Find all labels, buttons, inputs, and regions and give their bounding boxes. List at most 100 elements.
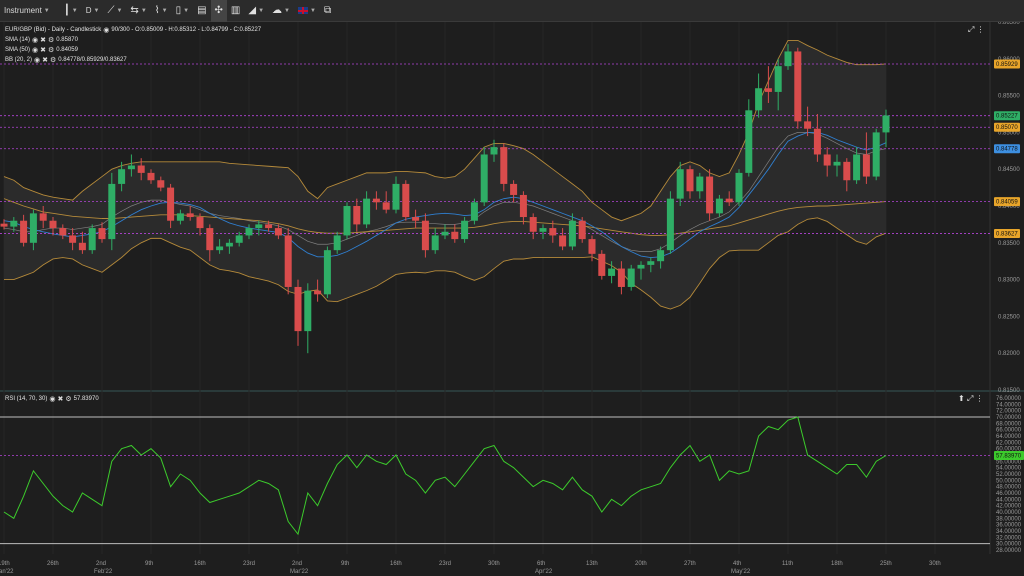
rsi-tick-label: 52.00000: [996, 472, 1022, 478]
gear-icon[interactable]: ⚙: [50, 57, 57, 64]
eye-icon[interactable]: ◉: [34, 57, 41, 64]
time-tick-label: 23rd: [439, 561, 451, 567]
instrument-selector[interactable]: Instrument ▼: [0, 0, 54, 22]
candle-body: [588, 239, 596, 254]
expand-icon[interactable]: ⤢: [966, 394, 974, 403]
candle-body: [647, 261, 655, 265]
candle-body: [382, 202, 390, 210]
price-tick-label: 0.82500: [998, 314, 1020, 320]
candle-body: [598, 253, 606, 276]
time-tick-label: 16th: [390, 561, 402, 567]
candle: [98, 222, 106, 243]
rsi-tick-label: 32.00000: [996, 535, 1022, 541]
price-badge-label: 0.85929: [996, 62, 1018, 68]
rsi-tick-label: 30.00000: [996, 542, 1022, 548]
time-tick-label: 30th: [488, 561, 500, 567]
candle: [735, 169, 743, 206]
settings-dots-icon[interactable]: ⋮: [975, 394, 984, 403]
price-tick-label: 0.84000: [998, 204, 1020, 210]
candle: [196, 213, 204, 236]
draw-tools-button[interactable]: ◢ ▼: [244, 0, 268, 22]
trash-button[interactable]: ▯ ▼: [172, 0, 193, 22]
candle-type-icon: ┃: [63, 5, 70, 16]
candle: [402, 180, 410, 221]
legend-sma50: SMA (50) ◉ ✖ ⚙ 0.84059: [5, 46, 78, 54]
candle-body: [608, 268, 616, 276]
time-tick-label: 27th: [684, 561, 696, 567]
time-tick-label: 20th: [635, 561, 647, 567]
eye-icon[interactable]: ◉: [32, 37, 39, 44]
gear-icon[interactable]: ⚙: [48, 47, 55, 54]
candle: [588, 235, 596, 262]
gear-icon[interactable]: ⚙: [48, 37, 55, 44]
drawing-button[interactable]: ⟋ ▼: [103, 0, 126, 22]
candle-body: [568, 220, 576, 247]
candle-body: [402, 183, 410, 218]
price-tick-label: 0.82000: [998, 351, 1020, 357]
time-tick-label: 2nd: [96, 561, 106, 567]
indicators-button[interactable]: ⌇ ▼: [151, 0, 172, 22]
compare-button[interactable]: ⇆ ▼: [126, 0, 150, 22]
legend-main: EUR/GBP (Bid) - Daily - Candlestick ◉ 90…: [5, 26, 261, 34]
price-badge: [994, 197, 1020, 207]
candle-body: [706, 176, 714, 214]
candle-body: [245, 228, 253, 236]
popout-button[interactable]: ⧉: [320, 0, 335, 22]
legend-main-title: EUR/GBP (Bid) - Daily - Candlestick: [5, 27, 102, 33]
rsi-tick-label: 44.00000: [996, 497, 1022, 503]
timeframe-label: D: [85, 6, 92, 15]
candle-body: [127, 165, 135, 170]
settings-dots-icon[interactable]: ⋮: [976, 25, 985, 34]
gear-icon[interactable]: ⚙: [65, 396, 72, 403]
candle: [118, 161, 126, 192]
candle-body: [539, 228, 547, 232]
candle: [69, 228, 77, 251]
expand-icon[interactable]: ⤢: [968, 25, 975, 34]
layout-button[interactable]: ▤: [193, 0, 210, 22]
price-tick-label: 0.84500: [998, 167, 1020, 173]
eye-icon[interactable]: ◉: [103, 27, 110, 34]
candle: [559, 228, 567, 251]
candle: [549, 220, 557, 243]
bb-fill: [4, 40, 886, 310]
grid: [0, 22, 1024, 554]
candle: [784, 44, 792, 70]
close-icon[interactable]: ✖: [40, 47, 46, 54]
candle-type-button[interactable]: ┃ ▼: [60, 0, 82, 22]
close-icon[interactable]: ✖: [57, 396, 64, 403]
move-up-icon[interactable]: ⬆: [958, 394, 965, 403]
candle: [637, 261, 645, 280]
candle-body: [882, 115, 890, 133]
time-tick-label: 11th: [782, 561, 793, 567]
eye-icon[interactable]: ◉: [49, 396, 56, 403]
chart-type-button[interactable]: ▥: [227, 0, 244, 22]
eye-icon[interactable]: ◉: [32, 47, 39, 54]
price-badge: [994, 122, 1020, 132]
candle: [872, 128, 880, 181]
candle: [29, 209, 37, 251]
candle: [510, 180, 518, 203]
candle: [470, 198, 478, 225]
candle-body: [872, 132, 880, 177]
weather-button[interactable]: ☁ ▼: [268, 0, 294, 22]
legend-bb-value: 0.84778/0.85929/0.83627: [58, 57, 127, 63]
candle: [657, 246, 665, 269]
candle: [333, 231, 341, 254]
drawing-icon: ⟋: [107, 5, 115, 16]
close-icon[interactable]: ✖: [40, 37, 46, 44]
chevron-down-icon: ▼: [183, 7, 190, 14]
candle: [755, 73, 763, 118]
close-icon[interactable]: ✖: [42, 57, 48, 64]
timeframe-selector[interactable]: D ▼: [82, 0, 104, 22]
candle: [39, 206, 47, 229]
chart-area[interactable]: 0.865000.860000.855000.850000.845000.840…: [0, 22, 1024, 576]
fullscreen-button[interactable]: ✣: [210, 0, 227, 22]
rsi-tick-label: 38.00000: [996, 516, 1022, 522]
candle-body: [676, 169, 684, 199]
price-tick-label: 0.85000: [998, 130, 1020, 136]
price-badge-label: 0.83627: [996, 231, 1018, 237]
candle: [274, 224, 282, 240]
candle-body: [216, 246, 224, 251]
language-button[interactable]: ▼: [294, 0, 320, 22]
candle: [725, 191, 733, 206]
